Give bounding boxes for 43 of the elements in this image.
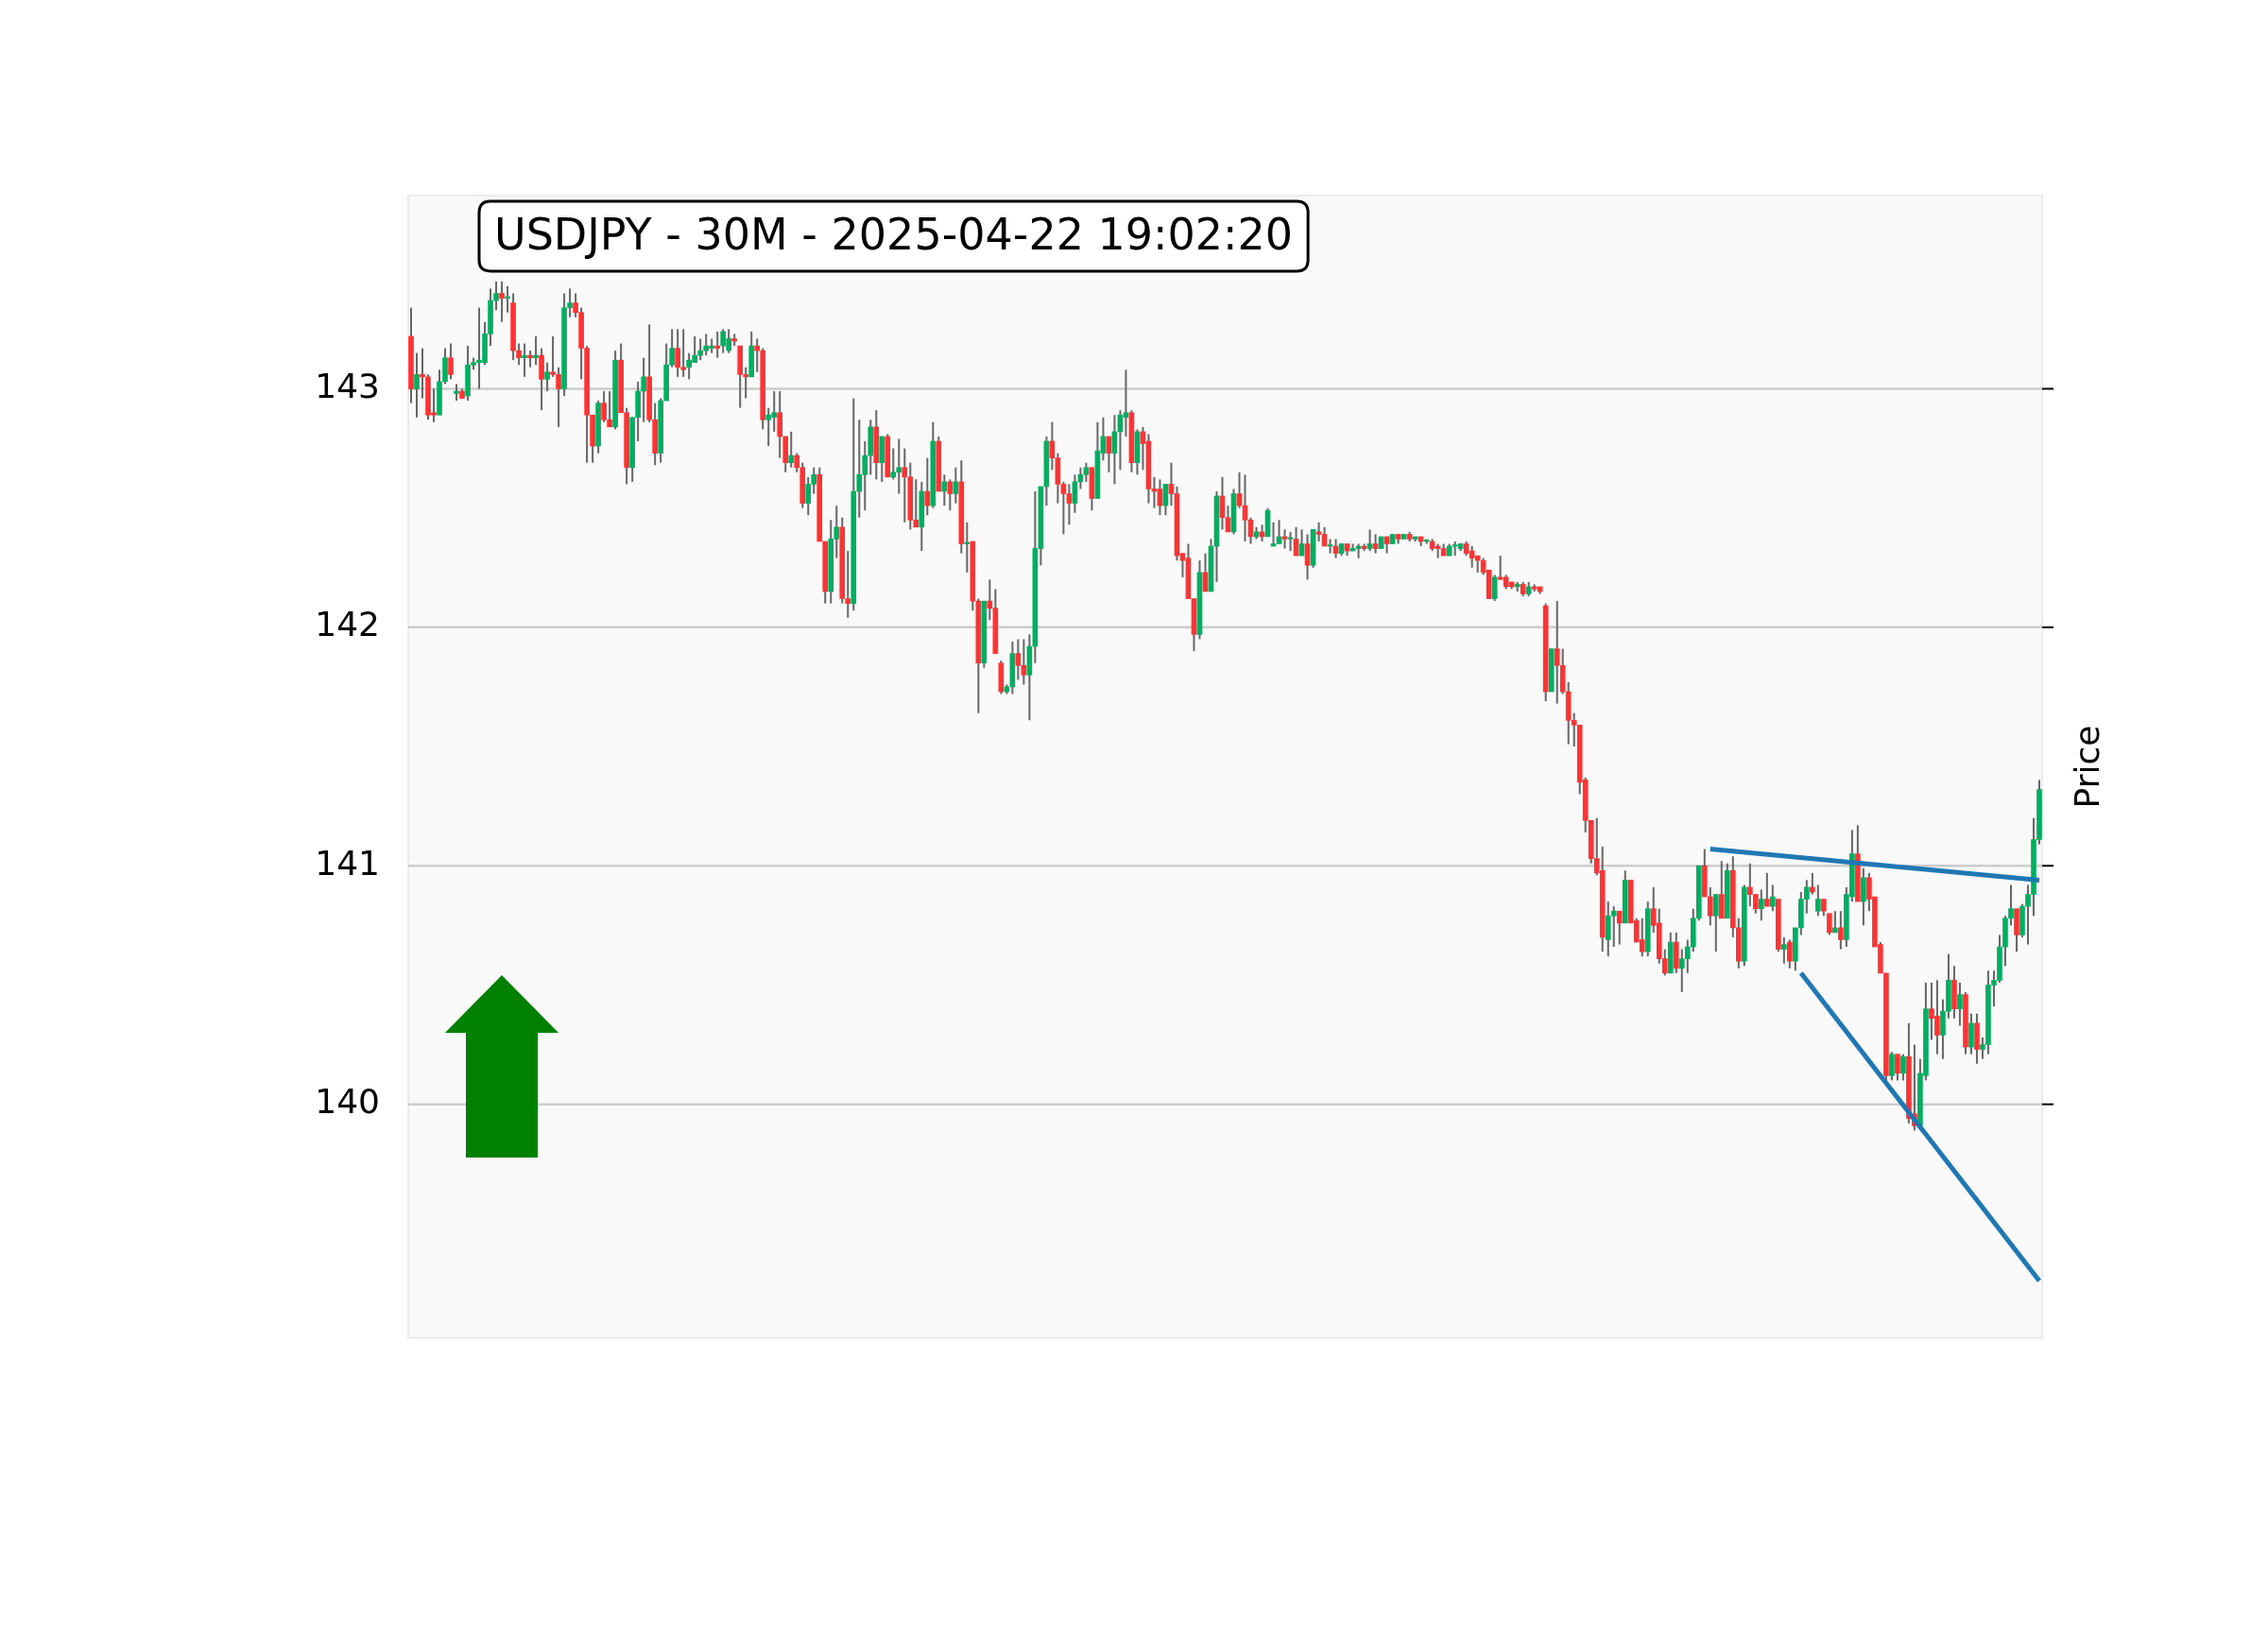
candlestick [448,342,454,381]
candlestick [544,361,550,392]
candlestick [516,342,522,367]
candlestick [533,335,539,367]
candlestick [1304,533,1311,581]
candlestick [1957,981,1963,1027]
candlestick [1764,871,1770,908]
candlestick [493,280,499,312]
candlestick [1759,888,1764,922]
candlestick [754,337,761,373]
candlestick [1787,938,1793,969]
candlestick [1838,910,1844,951]
candlestick [1770,884,1776,913]
y-tick-label: 142 [315,605,380,644]
y-tick-label: 143 [315,366,380,405]
chart-title: USDJPY - 30M - 2025-04-22 19:02:20 [494,208,1294,260]
candlestick [1832,910,1838,934]
candlestick [714,330,721,359]
candlestick [1810,871,1815,896]
y-axis-title: Price [2068,725,2107,809]
y-tick-label: 140 [315,1082,380,1122]
candlestick [941,473,948,507]
candlestick [414,352,420,419]
candlestick [1815,884,1821,918]
candlestick [522,342,527,378]
candlestick [788,430,795,469]
candlestick [1616,910,1623,946]
candlestick [1366,528,1373,553]
candlestick [924,456,931,517]
candlestick [1372,533,1379,555]
candlestick [1889,1051,1895,1082]
candlestick [1827,912,1832,936]
y-tick-label: 141 [315,843,380,883]
candlestick [1712,893,1719,953]
candlestick [499,280,505,323]
candlestick [1707,885,1713,927]
candlestick [697,337,704,362]
candlestick [1900,1053,1906,1082]
candlestick [1895,1053,1900,1082]
candlestick [641,356,646,423]
candlestick [902,447,908,523]
candlestick [505,284,510,314]
candlestick [1781,935,1787,965]
